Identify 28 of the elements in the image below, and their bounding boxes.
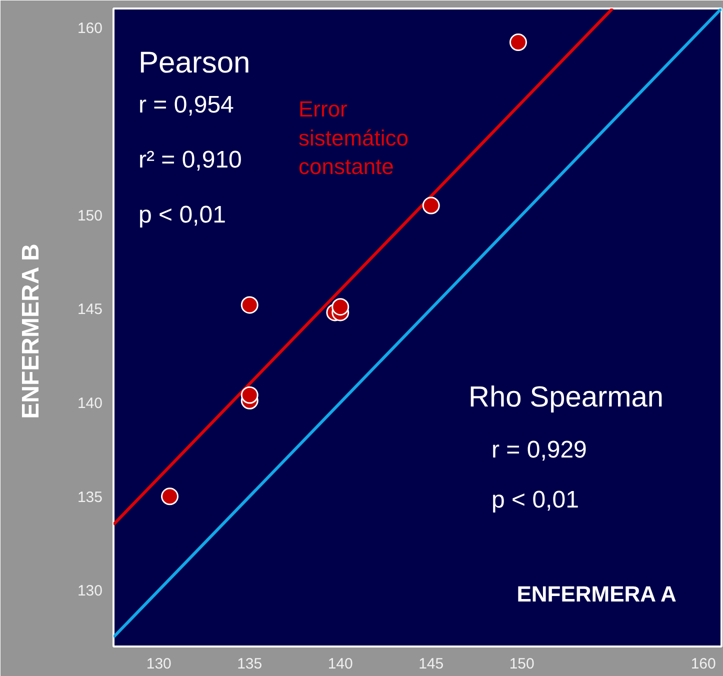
- x-tick-label: 160: [690, 656, 716, 672]
- y-tick-label: 135: [77, 488, 103, 506]
- y-tick-label: 145: [77, 301, 103, 318]
- y-tick-label: 150: [77, 207, 103, 224]
- point: [422, 196, 440, 214]
- x-tick-label: 135: [237, 656, 262, 672]
- point: [509, 34, 527, 52]
- point: [240, 386, 258, 404]
- y-tick-label: 130: [77, 582, 103, 600]
- annotation: Pearson: [138, 46, 250, 80]
- x-tick-label: 140: [328, 656, 353, 672]
- x-axis-title: ENFERMERA A: [516, 582, 677, 606]
- point: [161, 488, 179, 506]
- point: [240, 296, 258, 314]
- annotation: r = 0,954: [138, 92, 234, 118]
- annotation: Error sistemático constante: [298, 96, 409, 179]
- y-tick-label: 160: [77, 20, 103, 37]
- annotation: r² = 0,910: [138, 146, 242, 174]
- annotation: p < 0,01: [492, 486, 579, 514]
- y-axis-title: ENFERMERA B: [17, 244, 44, 419]
- annotation: Rho Spearman: [468, 382, 664, 414]
- x-tick-label: 150: [509, 656, 534, 672]
- x-tick-label: 145: [418, 656, 444, 672]
- y-tick-label: 140: [77, 395, 103, 412]
- x-tick-label: 130: [146, 656, 172, 672]
- annotation: p < 0,01: [138, 202, 226, 228]
- point: [332, 298, 350, 316]
- annotation: r = 0,929: [492, 436, 587, 464]
